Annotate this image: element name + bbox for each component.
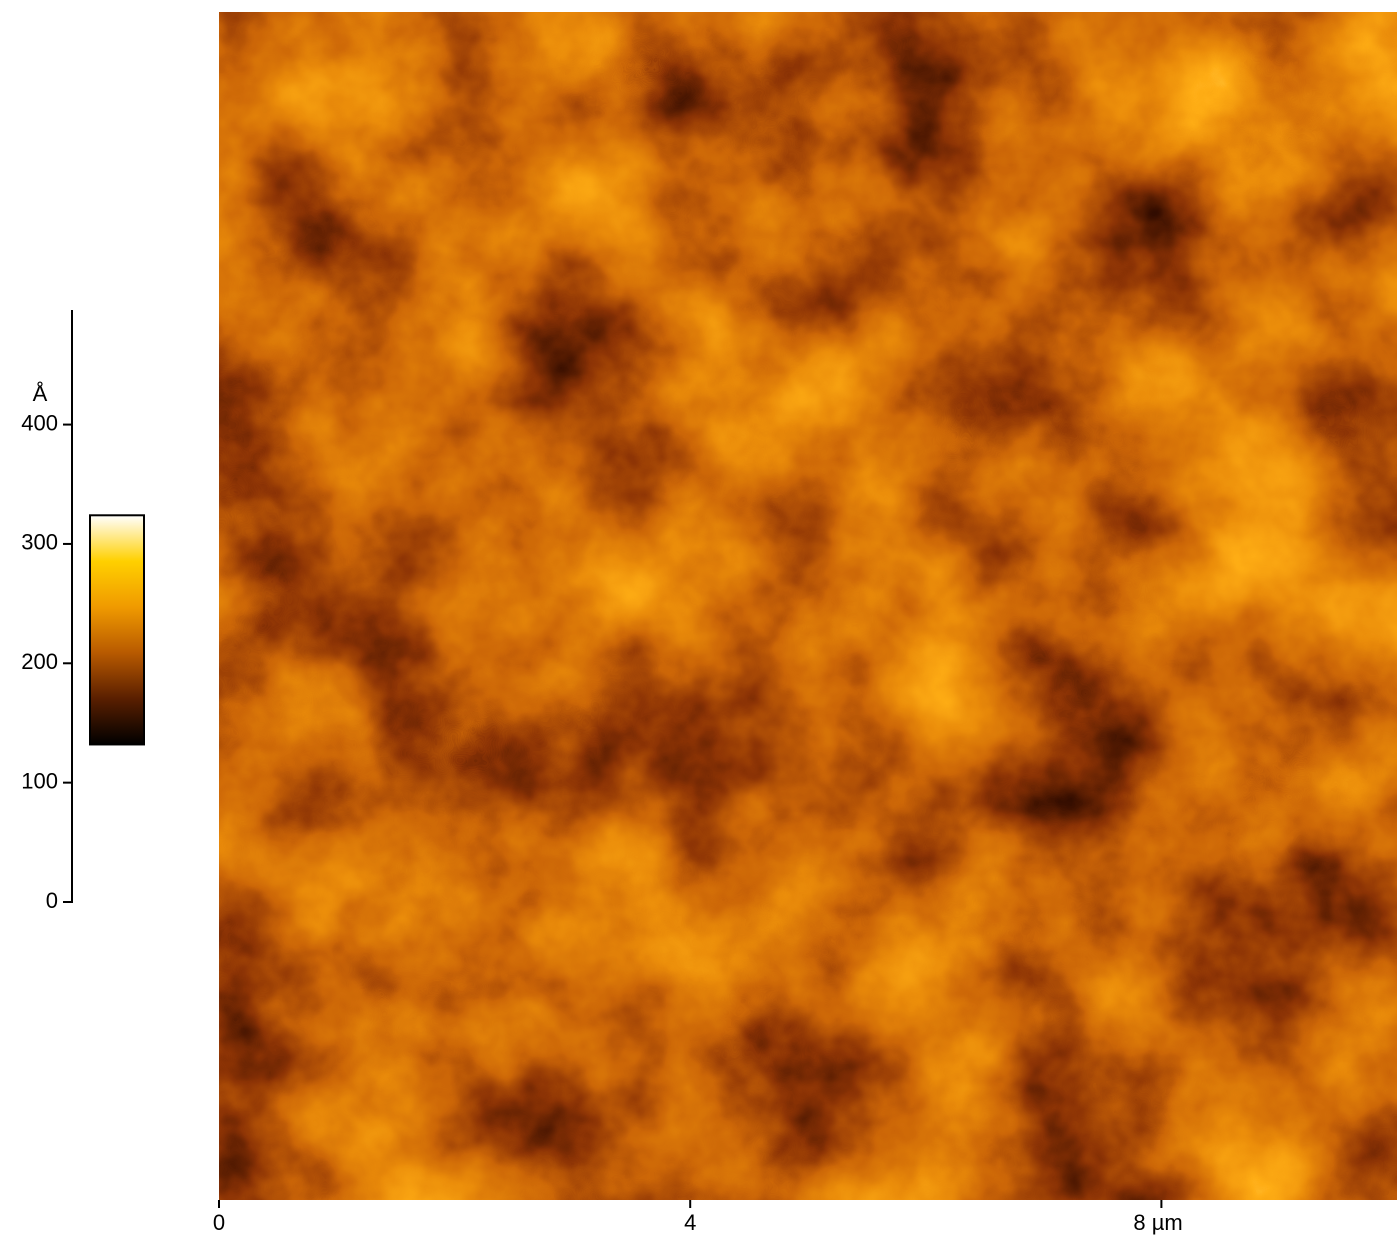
colorbar-label: Å (33, 381, 48, 406)
colorbar-tick-label: 200 (21, 649, 58, 674)
colorbar-tick-label: 400 (21, 410, 58, 435)
x-tick-label: 8 µm (1133, 1210, 1182, 1235)
colorbar-tick-label: 0 (46, 888, 58, 913)
colorbar-tick-label: 300 (21, 530, 58, 555)
colorbar (89, 514, 145, 746)
x-tick-label: 0 (213, 1210, 225, 1235)
afm-texture (219, 12, 1397, 1200)
x-tick-label: 4 (684, 1210, 696, 1235)
colorbar-tick-label: 100 (21, 768, 58, 793)
